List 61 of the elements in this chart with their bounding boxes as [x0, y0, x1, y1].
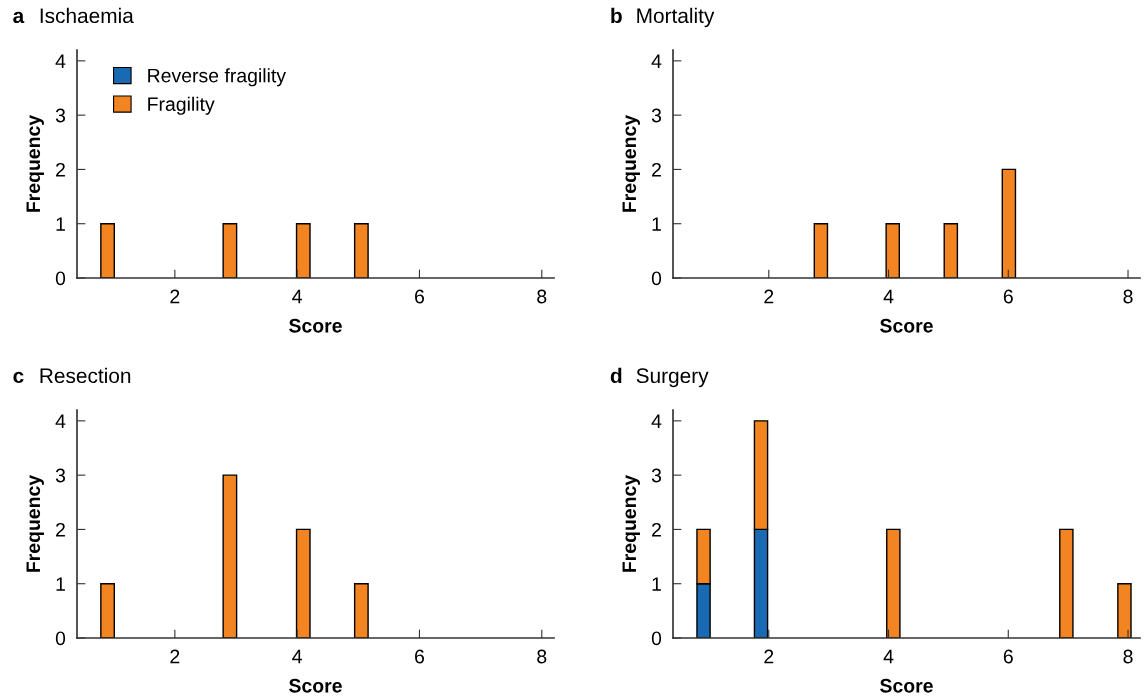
x-tick-label: 2: [764, 289, 774, 304]
legend-label: Fragility: [148, 96, 215, 115]
y-tick-label: 1: [56, 217, 65, 231]
y-tick-label: 0: [651, 271, 662, 286]
y-tick-label: 4: [55, 414, 66, 428]
x-tick-label: 6: [415, 289, 425, 304]
y-tick-label: 0: [651, 631, 662, 646]
text: d: [610, 367, 622, 384]
y-tick-label: 4: [55, 54, 66, 68]
y-axis-title: Frequency: [622, 114, 640, 212]
x-tick-label: 4: [883, 649, 894, 664]
y-tick-label: 0: [55, 271, 66, 286]
y-tick-label: 3: [55, 468, 66, 483]
x-tick-label: 8: [1123, 289, 1133, 304]
y-tick-label: 4: [651, 54, 662, 68]
x-tick-label: 2: [764, 649, 774, 664]
y-tick-label: 2: [652, 162, 661, 177]
chart-title: Surgery: [636, 368, 709, 388]
y-tick-label: 3: [55, 108, 66, 123]
y-tick-label: 1: [56, 577, 65, 591]
x-tick-label: 6: [415, 649, 425, 664]
text: c: [13, 371, 24, 384]
bar: [1059, 528, 1074, 638]
bar: [222, 474, 238, 638]
x-tick-label: 8: [537, 289, 547, 304]
y-tick-label: 1: [652, 217, 661, 231]
chart-title: Resection: [40, 367, 131, 384]
y-axis-title: Frequency: [26, 114, 44, 212]
x-tick-label: 4: [292, 649, 302, 664]
legend-label: Reverse fragility: [148, 68, 286, 87]
x-axis-title: Score: [880, 678, 933, 693]
text: b: [611, 7, 622, 24]
x-tick-label: 2: [170, 649, 180, 664]
y-tick-label: 2: [56, 522, 65, 537]
y-tick-label: 4: [651, 414, 662, 428]
y-tick-label: 3: [651, 108, 662, 123]
y-axis-title: Frequency: [26, 474, 44, 572]
x-tick-label: 4: [292, 289, 302, 304]
x-tick-label: 4: [883, 289, 894, 304]
text: a: [13, 11, 25, 24]
y-tick-label: 2: [652, 522, 661, 537]
bar: [886, 528, 901, 638]
chart-title: Ischaemia: [40, 7, 134, 24]
x-axis-title: Score: [289, 678, 342, 693]
x-tick-label: 6: [1003, 289, 1013, 304]
x-tick-label: 6: [1003, 649, 1013, 664]
x-axis-title: Score: [880, 318, 933, 333]
bar: [295, 528, 311, 638]
y-tick-label: 1: [652, 577, 661, 591]
y-axis-title: Frequency: [622, 474, 640, 572]
y-tick-label: 3: [651, 468, 662, 483]
y-tick-label: 0: [55, 631, 66, 646]
x-tick-label: 8: [1123, 649, 1133, 664]
y-tick-label: 2: [56, 162, 65, 177]
x-tick-label: 8: [537, 649, 547, 664]
bar: [100, 583, 115, 638]
x-axis-title: Score: [289, 318, 342, 333]
x-tick-label: 2: [170, 289, 180, 304]
bar: [353, 583, 369, 638]
chart-title: Mortality: [637, 7, 715, 28]
bar: [1117, 583, 1132, 638]
